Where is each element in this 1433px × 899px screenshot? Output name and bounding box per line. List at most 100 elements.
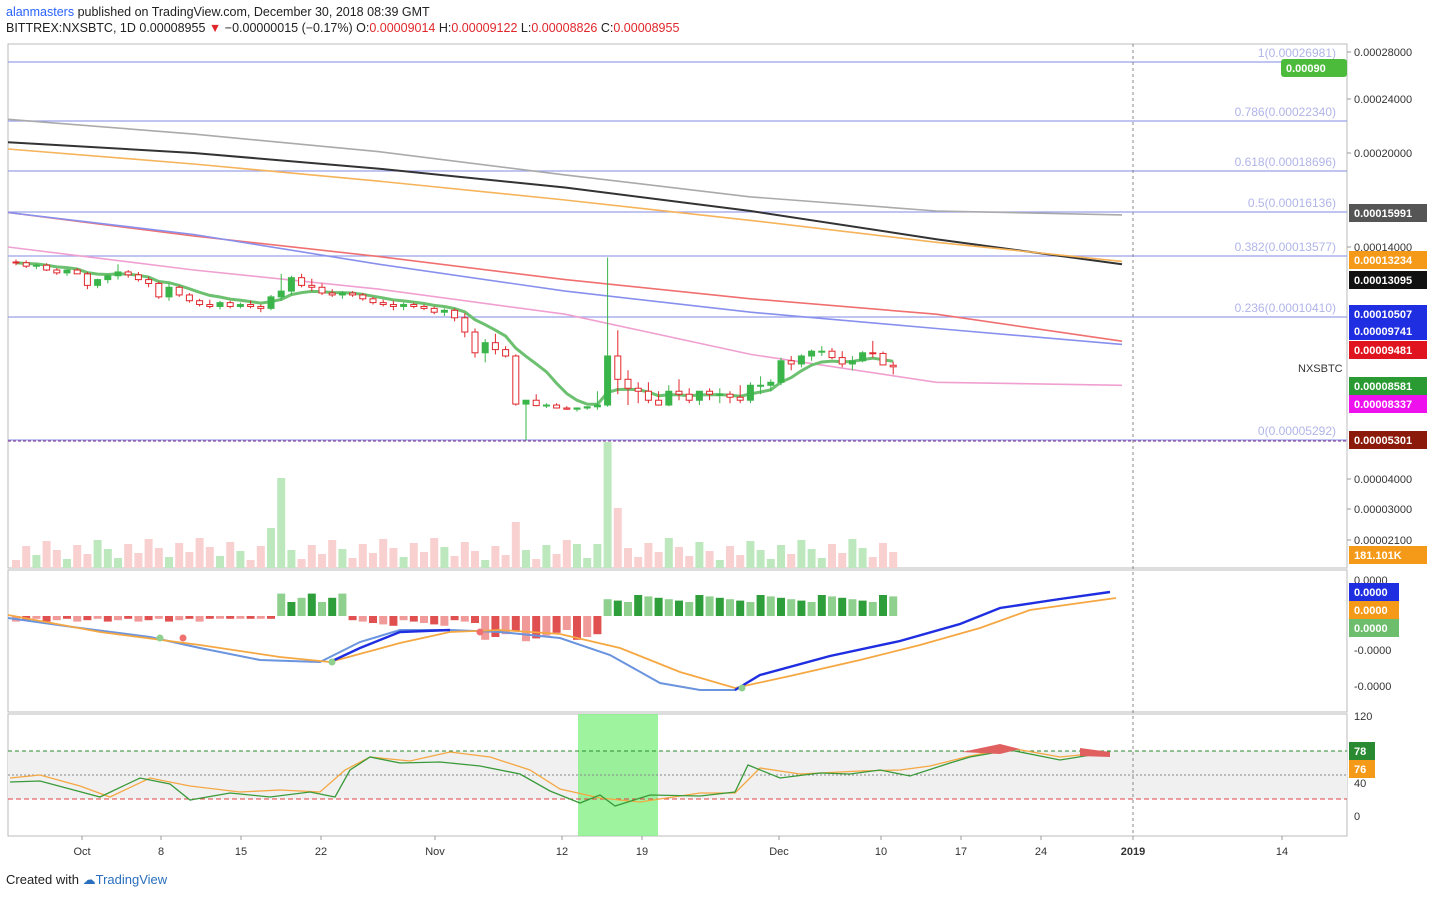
volume-bar: [471, 551, 479, 568]
candle-body: [481, 342, 489, 354]
price-tag: [1281, 59, 1347, 77]
candle-body: [818, 350, 826, 353]
candle-body: [889, 364, 897, 368]
candle-body: [12, 261, 20, 264]
candle-body: [736, 396, 744, 401]
volume-bar: [654, 552, 663, 568]
volume-bar: [63, 559, 71, 568]
candle-body: [318, 286, 326, 294]
price-tag-label: 0.00008955: [1354, 363, 1412, 375]
macd-histogram-bar: [124, 616, 133, 619]
macd-histogram-bar: [868, 602, 877, 616]
macd-histogram-bar: [430, 616, 439, 625]
down-arrow-icon: ▼: [208, 21, 222, 35]
macd-histogram-bar: [491, 616, 500, 637]
volume-bar: [664, 538, 673, 568]
candle-body: [155, 282, 163, 298]
macd-histogram-bar: [195, 616, 204, 622]
symbol-axis-label: NXSBTC: [1298, 363, 1343, 375]
volume-bar: [195, 538, 204, 568]
macd-tag: [1349, 619, 1399, 637]
y-tick-label: 0.00028000: [1354, 47, 1412, 59]
candle-body: [848, 360, 856, 365]
macd-histogram-bar: [93, 616, 102, 619]
volume-bar: [736, 555, 745, 568]
macd-histogram-bar: [73, 616, 82, 622]
candle-body: [410, 304, 418, 307]
macd-histogram-bar: [777, 597, 785, 616]
macd-histogram-bar: [511, 616, 520, 632]
candle-body: [706, 390, 714, 395]
price-tag: [1349, 322, 1427, 340]
overbought-fill: [1080, 748, 1110, 757]
macd-histogram-bar: [695, 595, 704, 616]
macd-histogram-bar: [858, 600, 867, 616]
macd-histogram-bar: [501, 616, 510, 635]
candle-body: [451, 309, 459, 319]
volume-bar: [532, 559, 541, 568]
chart-header: alanmasters published on TradingView.com…: [6, 4, 430, 21]
candle-body: [196, 300, 204, 306]
candle-body: [838, 357, 846, 365]
volume-bar: [338, 549, 347, 568]
footer: Created with ☁TradingView: [6, 872, 167, 888]
candle-body: [134, 274, 142, 281]
price-tag: [1349, 305, 1427, 323]
rsi-tag: [1349, 760, 1375, 778]
moving-average-line: [7, 211, 1123, 346]
price-tag-label: 181.101K: [1354, 550, 1402, 562]
volume-bar: [267, 528, 275, 568]
macd-histogram-bar: [736, 600, 745, 616]
crossover-dot: [738, 684, 746, 692]
volume-bar: [746, 541, 755, 568]
volume-bar: [777, 545, 785, 568]
close-value: 0.00008955: [613, 21, 680, 35]
tradingview-brand[interactable]: TradingView: [95, 872, 168, 887]
fib-label: 0(0.00005292): [1258, 424, 1336, 438]
macd-histogram-bar: [562, 616, 571, 630]
candle-body: [532, 399, 540, 407]
candle-body: [634, 387, 642, 392]
macd-line-blue: [329, 628, 451, 664]
macd-histogram-bar: [114, 616, 122, 621]
x-tick-label: 17: [955, 846, 967, 858]
price-tags: 0.00090 0.00015991 0.00013234 0.00013095 0.0…: [1281, 59, 1427, 564]
macd-histogram-bar: [389, 616, 398, 626]
macd-histogram-bar: [348, 616, 357, 621]
macd-histogram-bar: [848, 599, 857, 616]
volume-bar: [817, 558, 826, 568]
symbol-label[interactable]: BITTREX:NXSBTC, 1D: [6, 21, 136, 35]
volume-bar: [787, 554, 796, 568]
y-tick-label: 0.00003000: [1354, 504, 1412, 516]
macd-histogram-bar: [471, 616, 479, 623]
volume-bar: [828, 544, 836, 568]
candle-body: [695, 390, 703, 401]
macd-histogram-bar: [685, 602, 694, 616]
macd-histogram-bar: [83, 616, 92, 621]
macd-histogram-bar: [226, 616, 235, 619]
candle-body: [757, 384, 765, 387]
candle-body: [32, 264, 40, 267]
candle-body: [491, 342, 499, 351]
macd-tag: [1349, 583, 1399, 601]
high-label: H:: [438, 21, 452, 35]
volume-bar: [848, 539, 857, 568]
macd-histogram-bar: [175, 616, 184, 621]
volume-bar: [644, 543, 653, 568]
candle-body: [379, 302, 387, 306]
author-link[interactable]: alanmasters: [6, 5, 75, 19]
rsi-line: [9, 749, 1111, 807]
macd-histogram-bar: [664, 599, 673, 616]
macd-histogram-bar: [613, 600, 622, 616]
macd-histogram-bar: [603, 599, 612, 616]
macd-histogram-bar: [307, 593, 316, 616]
macd-histogram-bar: [542, 616, 551, 636]
volume-bar: [297, 559, 306, 568]
macd-pane-frame: [7, 569, 1348, 713]
volume-bar: [175, 543, 184, 568]
low-label: L:: [520, 21, 532, 35]
price-tag-label: 0.00008581: [1354, 381, 1412, 393]
moving-average-line: [7, 148, 1123, 263]
candle-body: [583, 406, 591, 409]
